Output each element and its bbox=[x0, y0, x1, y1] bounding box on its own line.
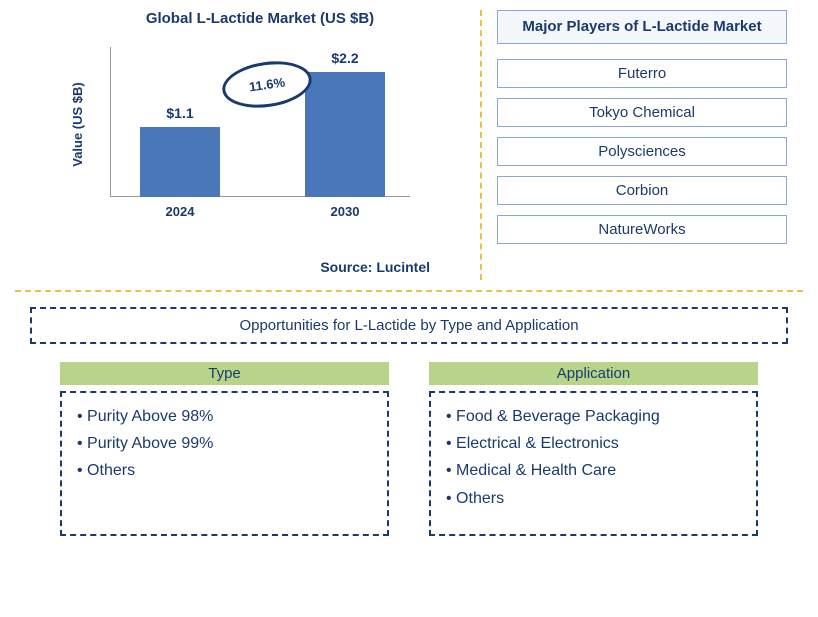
horizontal-divider bbox=[15, 290, 803, 292]
y-axis-label: Value (US $B) bbox=[70, 82, 85, 167]
top-section: Global L-Lactide Market (US $B) Value (U… bbox=[0, 0, 818, 290]
type-column: Type • Purity Above 98%• Purity Above 99… bbox=[60, 362, 389, 536]
list-item: • Purity Above 98% bbox=[77, 403, 372, 430]
source-text: Source: Lucintel bbox=[320, 259, 430, 275]
bottom-section: Opportunities for L-Lactide by Type and … bbox=[0, 307, 818, 536]
list-item: • Others bbox=[446, 485, 741, 512]
bar-area: $1.12024 $2.22030 11.6% bbox=[110, 47, 410, 197]
application-column: Application • Food & Beverage Packaging•… bbox=[429, 362, 758, 536]
x-label-2024: 2024 bbox=[166, 204, 195, 219]
bar-2030: $2.22030 bbox=[305, 72, 385, 197]
bar-2024: $1.12024 bbox=[140, 127, 220, 197]
player-box: Corbion bbox=[497, 176, 787, 205]
opportunities-title-box: Opportunities for L-Lactide by Type and … bbox=[30, 307, 788, 344]
chart-container: Value (US $B) $1.12024$2.22030 11.6% bbox=[90, 47, 470, 227]
list-item: • Purity Above 99% bbox=[77, 430, 372, 457]
growth-rate-ellipse: 11.6% bbox=[219, 56, 314, 113]
players-title-box: Major Players of L-Lactide Market bbox=[497, 10, 787, 44]
player-box: Polysciences bbox=[497, 137, 787, 166]
bar-label-2030: $2.2 bbox=[331, 50, 358, 66]
list-item: • Food & Beverage Packaging bbox=[446, 403, 741, 430]
growth-rate-text: 11.6% bbox=[248, 75, 286, 95]
player-box: Tokyo Chemical bbox=[497, 98, 787, 127]
chart-title: Global L-Lactide Market (US $B) bbox=[40, 10, 480, 27]
chart-area: Global L-Lactide Market (US $B) Value (U… bbox=[0, 0, 480, 290]
list-item: • Electrical & Electronics bbox=[446, 430, 741, 457]
list-item: • Others bbox=[77, 457, 372, 484]
players-area: Major Players of L-Lactide Market Futerr… bbox=[482, 0, 802, 290]
players-title: Major Players of L-Lactide Market bbox=[508, 17, 776, 37]
opportunities-title: Opportunities for L-Lactide by Type and … bbox=[40, 317, 778, 334]
list-item: • Medical & Health Care bbox=[446, 457, 741, 484]
columns: Type • Purity Above 98%• Purity Above 99… bbox=[30, 362, 788, 536]
player-box: Futerro bbox=[497, 59, 787, 88]
type-header: Type bbox=[60, 362, 389, 385]
type-body: • Purity Above 98%• Purity Above 99%• Ot… bbox=[60, 391, 389, 536]
bar-label-2024: $1.1 bbox=[166, 105, 193, 121]
application-body: • Food & Beverage Packaging• Electrical … bbox=[429, 391, 758, 536]
player-box: NatureWorks bbox=[497, 215, 787, 244]
x-label-2030: 2030 bbox=[331, 204, 360, 219]
y-axis-line bbox=[110, 47, 111, 197]
application-header: Application bbox=[429, 362, 758, 385]
